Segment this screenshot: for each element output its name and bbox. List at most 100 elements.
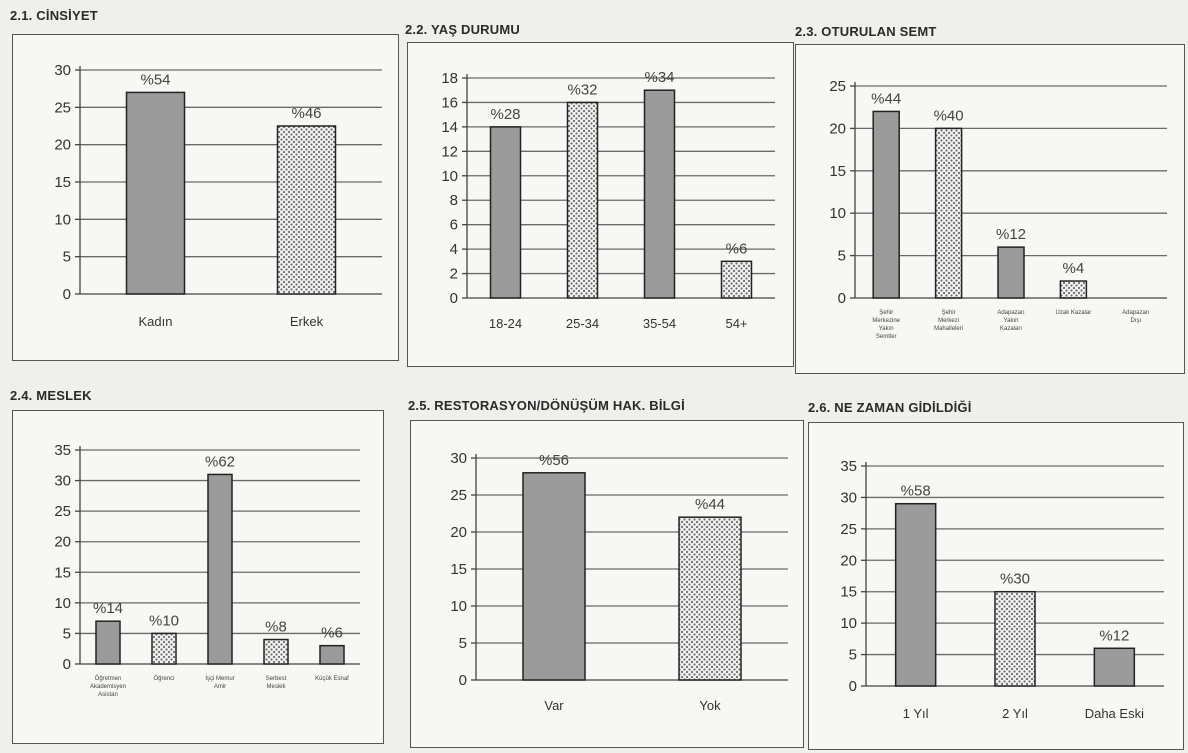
y-tick-label: 0 xyxy=(63,286,71,303)
y-tick-label: 0 xyxy=(450,290,458,307)
bar xyxy=(720,260,753,299)
x-tick-label: Var xyxy=(544,698,564,713)
y-tick-label: 30 xyxy=(840,489,857,506)
chart-yas: 0 2 4 6 8 10 12 14 16 18 %28 18-24 %32 25-34 %34 35-54%… xyxy=(441,69,775,331)
data-label: %8 xyxy=(265,619,287,636)
x-tick-label: 25-34 xyxy=(566,316,599,331)
bar xyxy=(276,125,337,295)
bar xyxy=(678,516,742,681)
y-tick-label: 35 xyxy=(840,458,857,475)
x-tick-label: Serbest Meslek xyxy=(266,676,287,690)
y-tick-label: 15 xyxy=(829,163,846,180)
data-label: %10 xyxy=(149,612,179,629)
y-tick-label: 20 xyxy=(840,552,857,569)
y-tick-label: 15 xyxy=(450,561,467,578)
bar xyxy=(994,590,1036,687)
chart-restorasyon: 0 5 10 15 20 25 30 %56 Var %44 Yok xyxy=(450,450,788,713)
panel-yas: 2.2. YAŞ DURUMU 0 2 4 6 8 10 12 14 16 18 %28 18-24%… xyxy=(405,22,797,367)
data-label: %58 xyxy=(901,483,931,500)
bar xyxy=(566,101,599,299)
chart-cinsiyet: 0 5 10 15 20 25 30 %54 Kadın %46 Erkek xyxy=(54,62,382,329)
data-label: %14 xyxy=(93,600,123,617)
bar xyxy=(263,638,289,665)
data-label: %46 xyxy=(291,105,321,122)
data-label: %40 xyxy=(934,107,964,124)
data-label: %44 xyxy=(871,90,901,107)
y-tick-label: 4 xyxy=(450,241,458,258)
panel-meslek: 2.4. MESLEK 0 5 10 15 20 25 30 35 %14 Öğretmen Aka… xyxy=(10,388,390,748)
chart-title: 2.6. NE ZAMAN GİDİLDİĞİ xyxy=(808,400,972,415)
bar xyxy=(1093,647,1136,687)
y-tick-label: 8 xyxy=(450,192,458,209)
y-tick-label: 20 xyxy=(54,534,71,551)
y-tick-label: 16 xyxy=(441,94,458,111)
panel-cinsiyet: 2.1. CİNSİYET 0 5 10 15 20 25 30 %54 Kadın %46 Erk… xyxy=(10,8,402,363)
data-label: %54 xyxy=(140,71,170,88)
panel-zaman: 2.6. NE ZAMAN GİDİLDİĞİ 0 5 10 15 20 25 30 35 %5… xyxy=(808,400,1186,750)
x-tick-label: 1 Yıl xyxy=(903,706,929,721)
chart-frame xyxy=(407,42,794,367)
bar xyxy=(522,472,586,681)
x-tick-label: Kadın xyxy=(139,314,173,329)
x-tick-label: Öğrenci xyxy=(153,675,174,682)
data-label: %6 xyxy=(726,240,748,257)
y-tick-label: 5 xyxy=(459,635,467,652)
y-tick-label: 25 xyxy=(54,503,71,520)
x-tick-label: Erkek xyxy=(290,314,324,329)
y-tick-label: 0 xyxy=(838,290,846,307)
data-label: %62 xyxy=(205,453,235,470)
chart-frame xyxy=(12,410,384,744)
y-tick-label: 12 xyxy=(441,143,458,160)
y-tick-label: 0 xyxy=(63,656,71,673)
data-label: %4 xyxy=(1063,260,1085,277)
y-tick-label: 10 xyxy=(829,205,846,222)
x-tick-label: Öğretmen Akademisyen Asistan xyxy=(90,675,126,698)
y-tick-label: 15 xyxy=(840,584,857,601)
x-tick-label: Uzak Kazalar xyxy=(1056,310,1092,316)
panel-semt: 2.3. OTURULAN SEMT 0 5 10 15 20 25 %44 Şehir Mer… xyxy=(795,24,1185,374)
x-tick-label: Yok xyxy=(699,698,721,713)
chart-frame xyxy=(808,422,1184,750)
y-tick-label: 2 xyxy=(450,266,458,283)
bar xyxy=(643,89,676,299)
panel-restorasyon: 2.5. RESTORASYON/DÖNÜŞÜM HAK. BİLGİ 0 5 10… xyxy=(408,398,806,750)
x-tick-label: Daha Eski xyxy=(1085,706,1144,721)
y-tick-label: 14 xyxy=(441,119,458,136)
y-tick-label: 25 xyxy=(450,487,467,504)
y-tick-label: 25 xyxy=(840,521,857,538)
data-label: %12 xyxy=(1099,627,1129,644)
y-tick-label: 5 xyxy=(838,248,846,265)
x-tick-label: 2 Yıl xyxy=(1002,706,1028,721)
y-tick-label: 6 xyxy=(450,217,458,234)
bar xyxy=(125,91,186,295)
y-tick-label: 20 xyxy=(54,137,71,154)
chart-title: 2.5. RESTORASYON/DÖNÜŞÜM HAK. BİLGİ xyxy=(408,398,685,413)
bar xyxy=(997,246,1025,299)
chart-frame xyxy=(795,44,1185,374)
x-tick-label: Adapazarı Yakın Kazaları xyxy=(997,310,1025,332)
y-tick-label: 10 xyxy=(54,211,71,228)
y-tick-label: 10 xyxy=(450,598,467,615)
data-label: %34 xyxy=(644,69,674,86)
chart-title: 2.3. OTURULAN SEMT xyxy=(795,24,937,39)
data-label: %30 xyxy=(1000,571,1030,588)
y-tick-label: 5 xyxy=(63,625,71,642)
y-tick-label: 20 xyxy=(829,120,846,137)
data-label: %6 xyxy=(321,625,343,642)
chart-title: 2.4. MESLEK xyxy=(10,388,92,403)
bar xyxy=(95,620,121,665)
y-tick-label: 10 xyxy=(840,615,857,632)
x-tick-label: İşçi Memur Amir xyxy=(205,675,234,690)
bar xyxy=(872,110,900,299)
x-tick-label: Adapazarı Dışı xyxy=(1122,310,1150,324)
x-tick-label: 35-54 xyxy=(643,316,676,331)
y-tick-label: 15 xyxy=(54,174,71,191)
y-tick-label: 0 xyxy=(849,678,857,695)
y-tick-label: 5 xyxy=(63,249,71,266)
y-tick-label: 18 xyxy=(441,70,458,87)
y-tick-label: 30 xyxy=(450,450,467,467)
data-label: %12 xyxy=(996,226,1026,243)
y-tick-label: 30 xyxy=(54,473,71,490)
bar xyxy=(894,502,937,687)
